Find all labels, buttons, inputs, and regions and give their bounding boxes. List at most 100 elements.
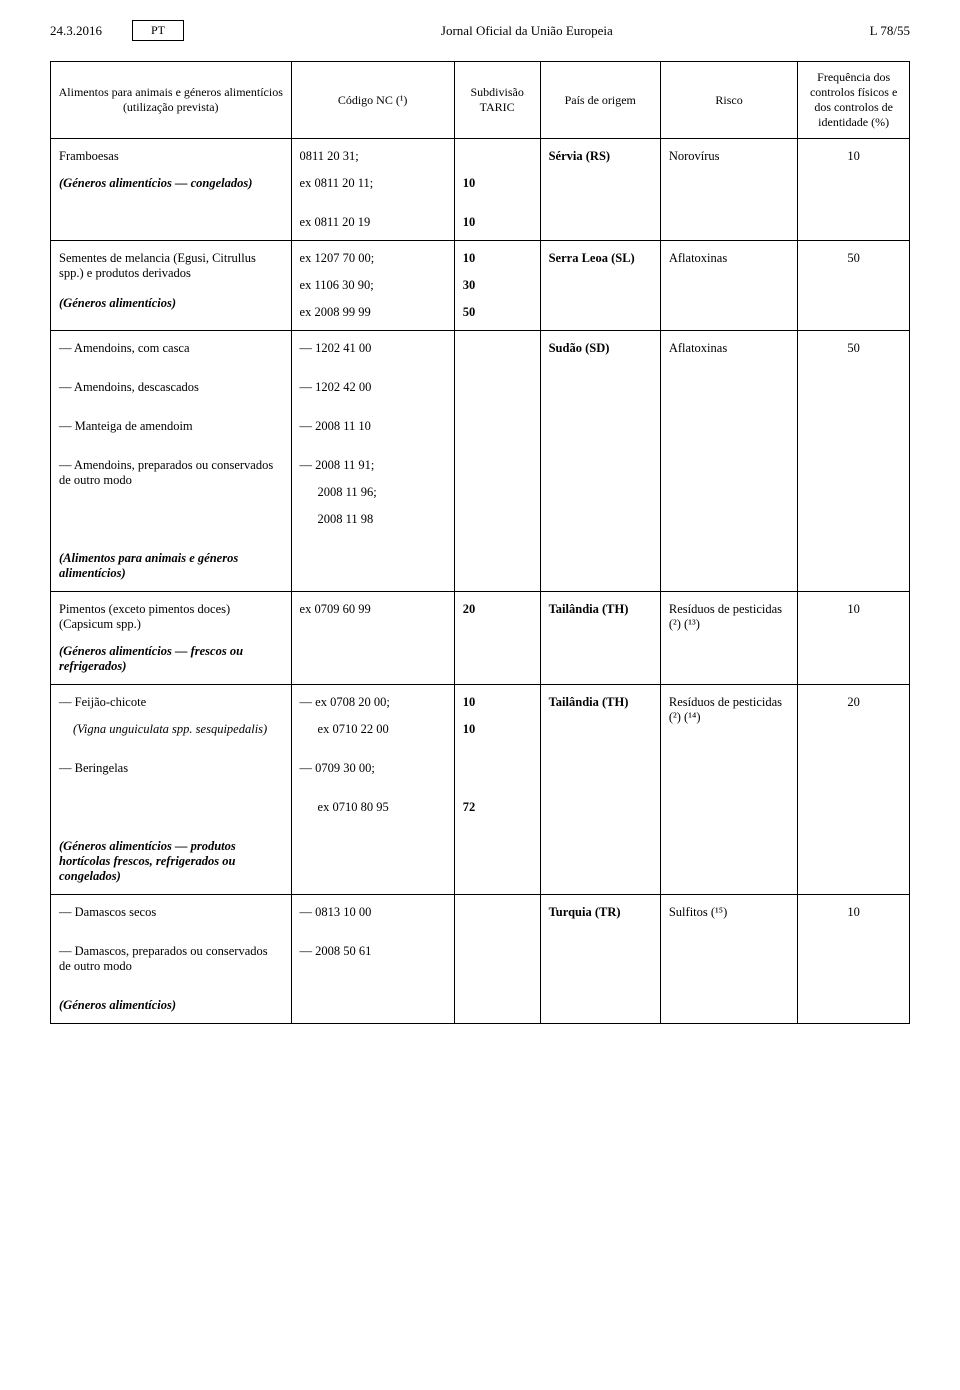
col-header-country: País de origem [540,62,660,139]
table-row [51,980,910,992]
cell-code: ex 0811 20 19 [291,209,454,241]
cell-country: Serra Leoa (SL) [540,241,660,331]
cell-food: — Amendoins, com casca [51,331,292,363]
cell-food: — Damascos secos [51,895,292,927]
table-row: — Beringelas — 0709 30 00; [51,755,910,782]
cell-code: 2008 11 98 [291,506,454,533]
cell-food-sub: (Géneros alimentícios) [51,992,292,1024]
header-lang-box: PT [132,20,184,41]
table-row [51,821,910,833]
cell-taric: 10 [454,170,540,197]
table-row: — Amendoins, preparados ou conservados d… [51,452,910,479]
cell-code: ex 0709 60 99 [291,592,454,639]
cell-food-sub: (Alimentos para animais e géneros alimen… [51,545,292,592]
cell-food: Pimentos (exceto pimentos doces) (Capsic… [51,592,292,639]
table-row [51,401,910,413]
cell-risk: Aflatoxinas [660,331,797,363]
table-row: — Damascos, preparados ou conservados de… [51,938,910,980]
cell-taric: 10 [454,716,540,743]
table-row: (Géneros alimentícios — frescos ou refri… [51,638,910,685]
cell-code: — 1202 42 00 [291,374,454,401]
cell-food-sub: (Vigna unguiculata spp. sesquipedalis) [51,716,292,743]
cell-food: Sementes de melancia (Egusi, Citrullus s… [51,241,292,331]
cell-risk: Aflatoxinas [660,241,797,331]
cell-code: — 1202 41 00 [291,331,454,363]
cell-code: ex 1106 30 90; [291,272,454,299]
cell-risk: Resíduos de pesticidas (²) (¹⁴) [660,685,797,744]
cell-taric: 10 [454,685,540,717]
cell-taric [454,139,540,171]
table-row: — Damascos secos — 0813 10 00 Turquia (T… [51,895,910,927]
cell-taric: 72 [454,794,540,821]
cell-freq: 10 [798,895,910,927]
cell-food-sub: (Géneros alimentícios — produtos hortíco… [51,833,292,895]
cell-country: Sudão (SD) [540,331,660,363]
cell-taric: 20 [454,592,540,639]
table-row [51,782,910,794]
cell-country: Turquia (TR) [540,895,660,927]
cell-food: — Manteiga de amendoim [51,413,292,440]
table-row: Framboesas 0811 20 31; Sérvia (RS) Norov… [51,139,910,171]
cell-code: — 2008 50 61 [291,938,454,980]
table-row: (Alimentos para animais e géneros alimen… [51,545,910,592]
cell-country: Tailândia (TH) [540,592,660,639]
header-left: 24.3.2016 PT [50,20,184,41]
cell-code: — ex 0708 20 00; [291,685,454,717]
cell-freq: 20 [798,685,910,744]
cell-freq: 10 [798,592,910,639]
cell-food: — Amendoins, descascados [51,374,292,401]
table-row: — Feijão-chicote — ex 0708 20 00; 10 Tai… [51,685,910,717]
cell-food-sub: (Géneros alimentícios — frescos ou refri… [51,638,292,685]
table-row: (Géneros alimentícios) [51,992,910,1024]
cell-code: ex 1207 70 00; [291,241,454,273]
cell-food: — Feijão-chicote [51,685,292,717]
cell-code: ex 0710 80 95 [291,794,454,821]
cell-code: ex 0710 22 00 [291,716,454,743]
col-header-risk: Risco [660,62,797,139]
table-header-row: Alimentos para animais e géneros aliment… [51,62,910,139]
cell-code: — 0709 30 00; [291,755,454,782]
cell-freq: 50 [798,241,910,331]
document-header: 24.3.2016 PT Jornal Oficial da União Eur… [50,20,910,41]
table-row: (Géneros alimentícios — produtos hortíco… [51,833,910,895]
cell-food: — Damascos, preparados ou conservados de… [51,938,292,980]
header-journal: Jornal Oficial da União Europeia [441,23,613,39]
col-header-freq: Frequência dos controlos físicos e dos c… [798,62,910,139]
table-row: — Amendoins, com casca — 1202 41 00 Sudã… [51,331,910,363]
table-row [51,926,910,938]
cell-country: Tailândia (TH) [540,685,660,744]
cell-code: 2008 11 96; [291,479,454,506]
table-row: — Manteiga de amendoim — 2008 11 10 [51,413,910,440]
table-row: Sementes de melancia (Egusi, Citrullus s… [51,241,910,273]
table-row: — Amendoins, descascados — 1202 42 00 [51,374,910,401]
table-row [51,362,910,374]
cell-risk: Sulfitos (¹⁵) [660,895,797,927]
cell-code: 0811 20 31; [291,139,454,171]
cell-code: — 2008 11 10 [291,413,454,440]
col-header-taric: Subdivisão TARIC [454,62,540,139]
cell-freq: 50 [798,331,910,363]
table-row: (Géneros alimentícios — congelados) ex 0… [51,170,910,197]
header-page-ref: L 78/55 [870,23,910,39]
cell-taric: 30 [454,272,540,299]
cell-risk: Norovírus [660,139,797,171]
table-row [51,743,910,755]
cell-risk: Resíduos de pesticidas (²) (¹³) [660,592,797,639]
table-row [51,197,910,209]
regulation-table: Alimentos para animais e géneros aliment… [50,61,910,1024]
cell-taric: 50 [454,299,540,331]
cell-food: Framboesas [51,139,292,171]
col-header-code: Código NC (¹) [291,62,454,139]
cell-code: — 0813 10 00 [291,895,454,927]
cell-code: ex 2008 99 99 [291,299,454,331]
table-row [51,440,910,452]
cell-freq: 10 [798,139,910,171]
table-row [51,533,910,545]
cell-taric: 10 [454,241,540,273]
cell-food: — Beringelas [51,755,292,782]
cell-code: ex 0811 20 11; [291,170,454,197]
col-header-food: Alimentos para animais e géneros aliment… [51,62,292,139]
cell-food-sub: (Géneros alimentícios — congelados) [51,170,292,197]
cell-code: — 2008 11 91; [291,452,454,479]
cell-food: — Amendoins, preparados ou conservados d… [51,452,292,533]
